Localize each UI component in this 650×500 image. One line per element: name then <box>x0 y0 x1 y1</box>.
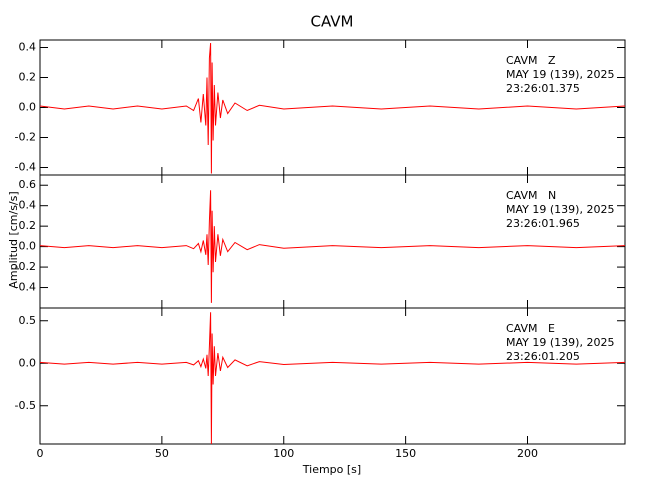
trace <box>39 312 626 445</box>
y-tick-label: 0.5 <box>19 314 37 327</box>
annotation: CAVM E <box>506 322 555 335</box>
y-tick-label: 0.0 <box>19 101 37 114</box>
x-tick-label: 50 <box>155 447 169 460</box>
annotation: 23:26:01.375 <box>506 82 580 95</box>
y-tick-label: 0.4 <box>19 199 37 212</box>
annotation: 23:26:01.965 <box>506 217 580 230</box>
x-tick-label: 150 <box>395 447 416 460</box>
annotation: CAVM N <box>506 189 556 202</box>
annotation: MAY 19 (139), 2025 <box>506 336 614 349</box>
y-tick-label: -0.4 <box>15 161 36 174</box>
y-tick-label: -0.2 <box>15 131 36 144</box>
y-tick-label: 0.2 <box>19 71 37 84</box>
y-tick-label: 0.0 <box>19 356 37 369</box>
y-tick-label: 0.0 <box>19 240 37 253</box>
x-tick-label: 100 <box>273 447 294 460</box>
trace <box>39 42 626 174</box>
y-axis-label: Amplitud [cm/s/s] <box>7 191 20 288</box>
y-tick-label: 0.4 <box>19 41 37 54</box>
chart-title: CAVM <box>311 13 354 31</box>
plot-frame <box>39 307 626 445</box>
y-tick-label: 0.2 <box>19 219 37 232</box>
y-tick-label: 0.6 <box>19 178 37 191</box>
y-tick-label: -0.4 <box>15 281 36 294</box>
x-tick-label: 0 <box>37 447 44 460</box>
annotation: 23:26:01.205 <box>506 350 580 363</box>
trace <box>39 190 626 303</box>
y-tick-label: -0.2 <box>15 260 36 273</box>
y-tick-label: -0.5 <box>15 399 36 412</box>
annotation: MAY 19 (139), 2025 <box>506 203 614 216</box>
annotation: CAVM Z <box>506 54 556 67</box>
annotation: MAY 19 (139), 2025 <box>506 68 614 81</box>
x-axis-label: Tiempo [s] <box>302 463 361 476</box>
x-tick-label: 200 <box>517 447 538 460</box>
